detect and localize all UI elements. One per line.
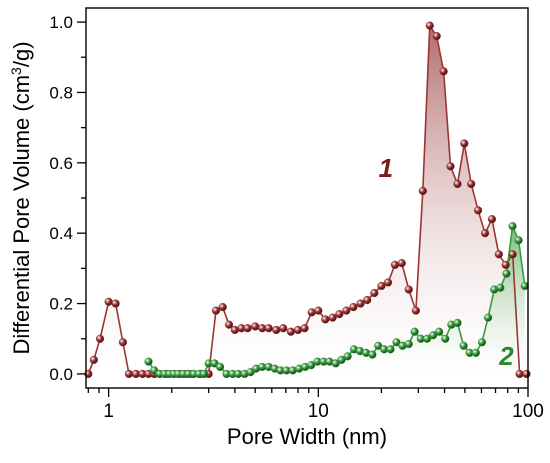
series-2-point bbox=[199, 369, 209, 379]
series-1-point bbox=[425, 21, 434, 30]
x-axis-label: Pore Width (nm) bbox=[227, 424, 387, 449]
series-annotation-label: 1 bbox=[379, 153, 393, 183]
series-2-point bbox=[508, 222, 517, 231]
series-1-point bbox=[251, 322, 260, 331]
y-axis-label: Differential Pore Volume (cm3/g) bbox=[8, 41, 34, 354]
series-1-point bbox=[515, 369, 524, 379]
series-2-point bbox=[435, 327, 444, 336]
series-1-point bbox=[111, 299, 120, 308]
y-tick-label: 0.8 bbox=[49, 83, 73, 102]
series-1-point bbox=[286, 327, 295, 336]
series-1-point bbox=[494, 250, 503, 259]
series-1-point bbox=[272, 325, 281, 335]
series-1-point bbox=[218, 302, 227, 312]
series-2-point bbox=[502, 269, 511, 278]
x-tick-label: 100 bbox=[512, 401, 544, 422]
series-1-point bbox=[487, 215, 497, 224]
y-axis-ticks: 0.0 0.2 0.4 0.6 0.8 1.0 bbox=[49, 13, 86, 384]
x-tick-label: 1 bbox=[103, 401, 114, 422]
y-tick-label: 0.0 bbox=[49, 365, 73, 384]
series-1-point bbox=[124, 369, 134, 379]
series-1-point bbox=[432, 32, 441, 41]
series-1-point bbox=[279, 324, 288, 333]
series-2-point bbox=[441, 334, 450, 343]
series-1-point bbox=[224, 320, 234, 329]
series-1-point bbox=[439, 67, 448, 76]
series-2-point bbox=[307, 361, 316, 370]
series-2-point bbox=[144, 357, 153, 366]
series-1-point bbox=[264, 324, 273, 333]
series-1-point bbox=[104, 297, 113, 306]
series-1-point bbox=[342, 306, 351, 315]
series-1-point bbox=[453, 179, 462, 189]
series-1-point bbox=[473, 206, 483, 215]
series-1-point bbox=[300, 324, 309, 333]
series-annotation-label: 2 bbox=[498, 341, 514, 371]
series-2-point bbox=[459, 341, 468, 350]
series-2-point bbox=[453, 318, 462, 328]
series-1-point bbox=[508, 250, 517, 259]
series-2-point bbox=[471, 348, 480, 357]
y-tick-label: 1.0 bbox=[49, 13, 73, 32]
series-1-point bbox=[446, 162, 455, 171]
series-annotations: 12 bbox=[379, 153, 515, 371]
series-1-point bbox=[243, 324, 252, 333]
series-1-point bbox=[363, 295, 372, 305]
series-1-point bbox=[314, 306, 323, 315]
series-1-point bbox=[335, 310, 344, 319]
series-2-point bbox=[386, 345, 395, 354]
series-1-point bbox=[211, 306, 221, 315]
series-1-point bbox=[418, 186, 427, 196]
series-2-point bbox=[496, 283, 505, 292]
series-1-point bbox=[356, 299, 365, 308]
series-1-point bbox=[89, 355, 98, 364]
series-1-point bbox=[383, 278, 393, 287]
series-1-point bbox=[377, 281, 386, 291]
series-1-point bbox=[397, 258, 406, 268]
series-1-point bbox=[349, 302, 358, 312]
series-2-point bbox=[404, 339, 413, 349]
series-1-point bbox=[467, 179, 476, 189]
x-axis-ticks: 1 10 100 bbox=[87, 388, 544, 422]
series-1-point bbox=[411, 306, 421, 315]
series-2-point bbox=[477, 338, 487, 347]
x-tick-label: 10 bbox=[308, 401, 329, 422]
series-2-point bbox=[368, 350, 377, 359]
series-1-point bbox=[370, 288, 379, 298]
series-1-point bbox=[404, 285, 413, 294]
series-1-point bbox=[328, 313, 337, 322]
series-2-point bbox=[337, 355, 346, 364]
series-1-point bbox=[118, 338, 128, 347]
series-1-point bbox=[321, 315, 330, 324]
y-tick-label: 0.6 bbox=[49, 154, 73, 173]
series-1-point bbox=[95, 334, 105, 343]
series-1-point bbox=[480, 229, 490, 238]
data-points bbox=[84, 21, 531, 379]
series-2-point bbox=[215, 362, 225, 371]
series-1-point bbox=[501, 260, 510, 269]
y-tick-label: 0.4 bbox=[49, 224, 73, 243]
series-2-point bbox=[343, 352, 352, 361]
series-1-point bbox=[522, 369, 531, 379]
series-2-point bbox=[410, 327, 419, 336]
series-2-point bbox=[483, 313, 493, 322]
y-tick-label: 0.2 bbox=[49, 295, 73, 314]
series-1-point bbox=[390, 260, 400, 269]
series-2-point bbox=[514, 236, 523, 245]
series-1-point bbox=[460, 139, 469, 148]
series-2-point bbox=[422, 334, 432, 343]
